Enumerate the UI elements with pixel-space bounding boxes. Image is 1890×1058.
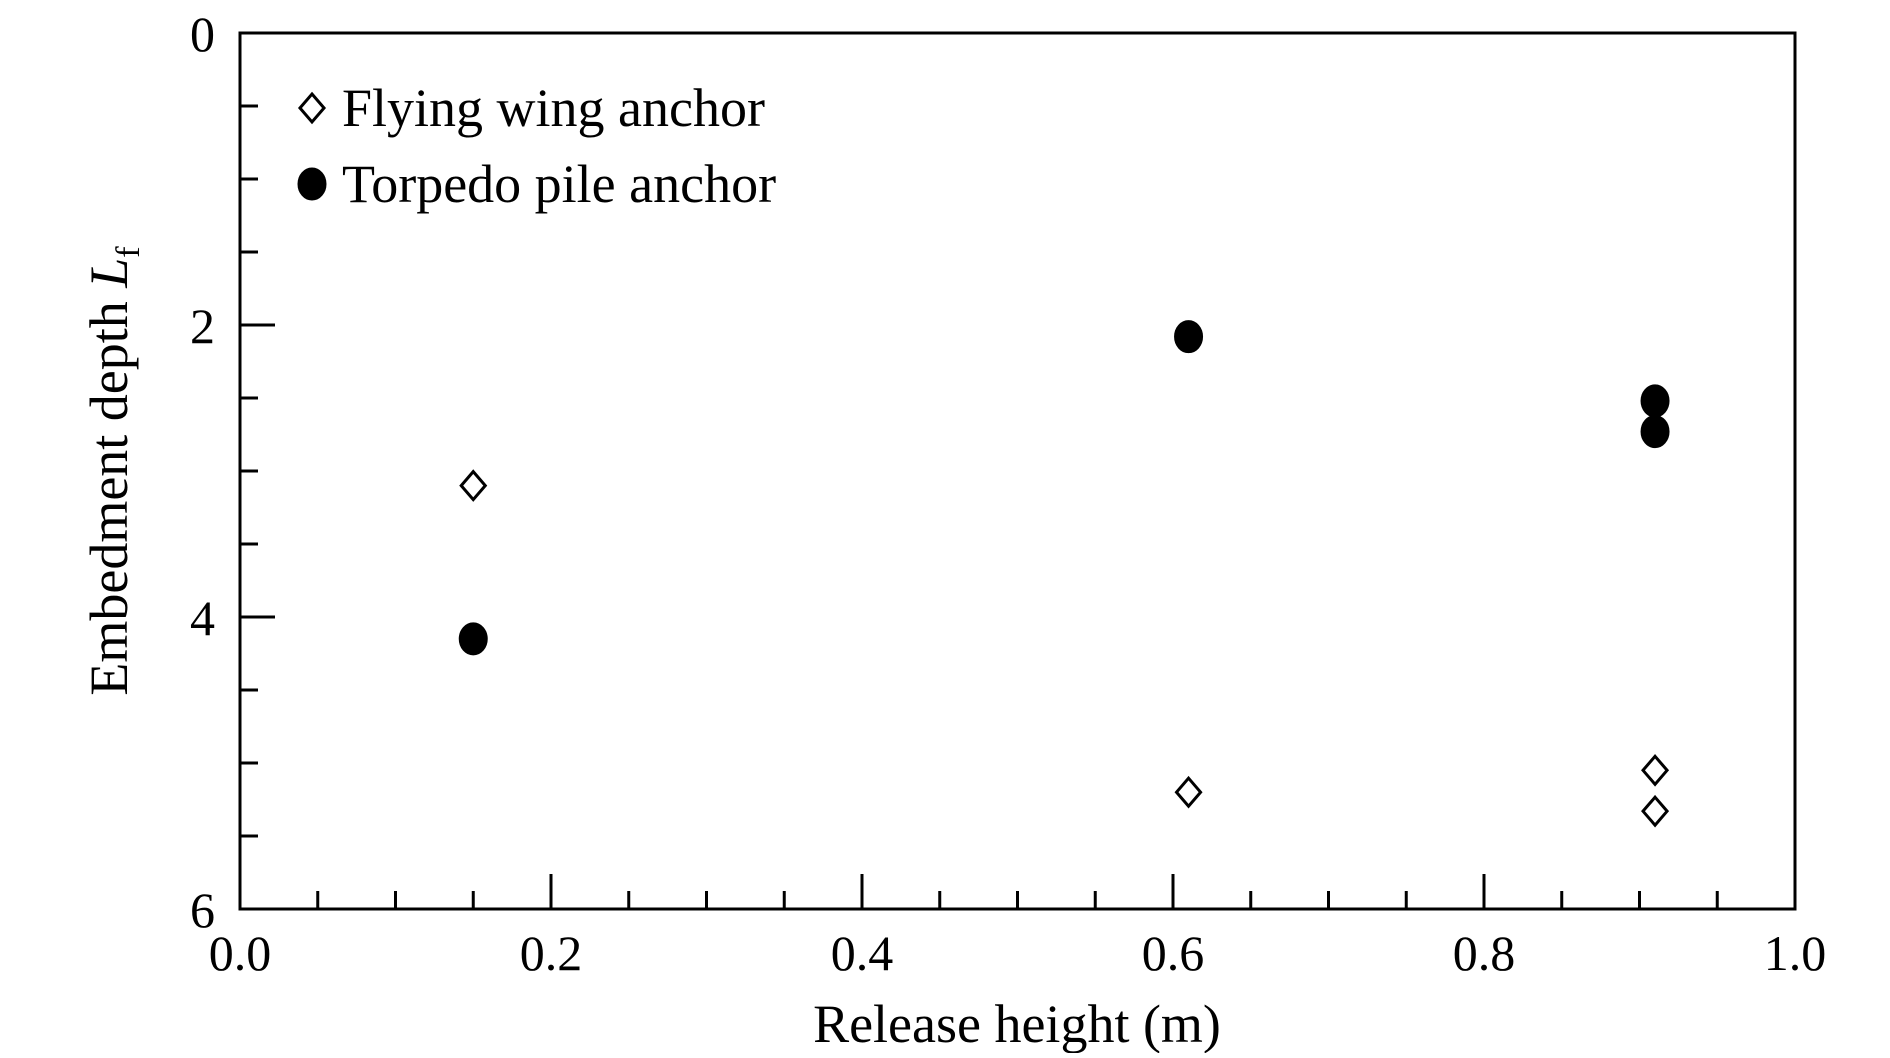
y-tick-label: 4 — [190, 590, 215, 646]
legend: Flying wing anchor Torpedo pile anchor — [297, 78, 776, 214]
y-axis-title-symbol: L — [79, 258, 139, 289]
legend-marker — [297, 167, 327, 201]
y-tick-label: 2 — [190, 298, 215, 354]
data-point — [1641, 753, 1670, 787]
y-axis-title-subscript: f — [110, 246, 147, 258]
legend-item: Torpedo pile anchor — [297, 154, 776, 214]
data-point — [459, 469, 488, 502]
points-layer — [458, 320, 1670, 828]
y-tick-label: 6 — [190, 882, 215, 938]
y-axis-title-text: Embedment depth — [79, 288, 139, 696]
tick-labels-layer: 0.0 0.2 0.4 0.6 0.8 1.0 0 2 4 6 — [190, 6, 1826, 981]
data-point — [458, 622, 488, 656]
data-point — [1640, 384, 1670, 418]
x-tick-label: 0.8 — [1453, 925, 1516, 981]
data-point — [1640, 415, 1670, 449]
x-axis-title: Release height (m) — [813, 994, 1221, 1053]
legend-item: Flying wing anchor — [297, 78, 765, 138]
data-point — [1174, 775, 1203, 809]
data-point — [1641, 794, 1670, 828]
plot-frame — [238, 31, 1797, 911]
x-tick-label: 0.4 — [831, 925, 894, 981]
legend-label: Torpedo pile anchor — [342, 154, 776, 214]
legend-label: Flying wing anchor — [342, 78, 765, 138]
data-point — [1174, 320, 1204, 354]
series-1 — [458, 320, 1670, 656]
x-tick-label: 0.6 — [1142, 925, 1205, 981]
legend-marker — [297, 91, 327, 125]
x-tick-label: 1.0 — [1764, 925, 1827, 981]
series-0 — [459, 469, 1670, 828]
x-tick-label: 0.0 — [209, 925, 272, 981]
x-tick-label: 0.2 — [520, 925, 583, 981]
y-tick-label: 0 — [190, 6, 215, 62]
y-axis-title: Embedment depth Lf — [79, 246, 147, 696]
